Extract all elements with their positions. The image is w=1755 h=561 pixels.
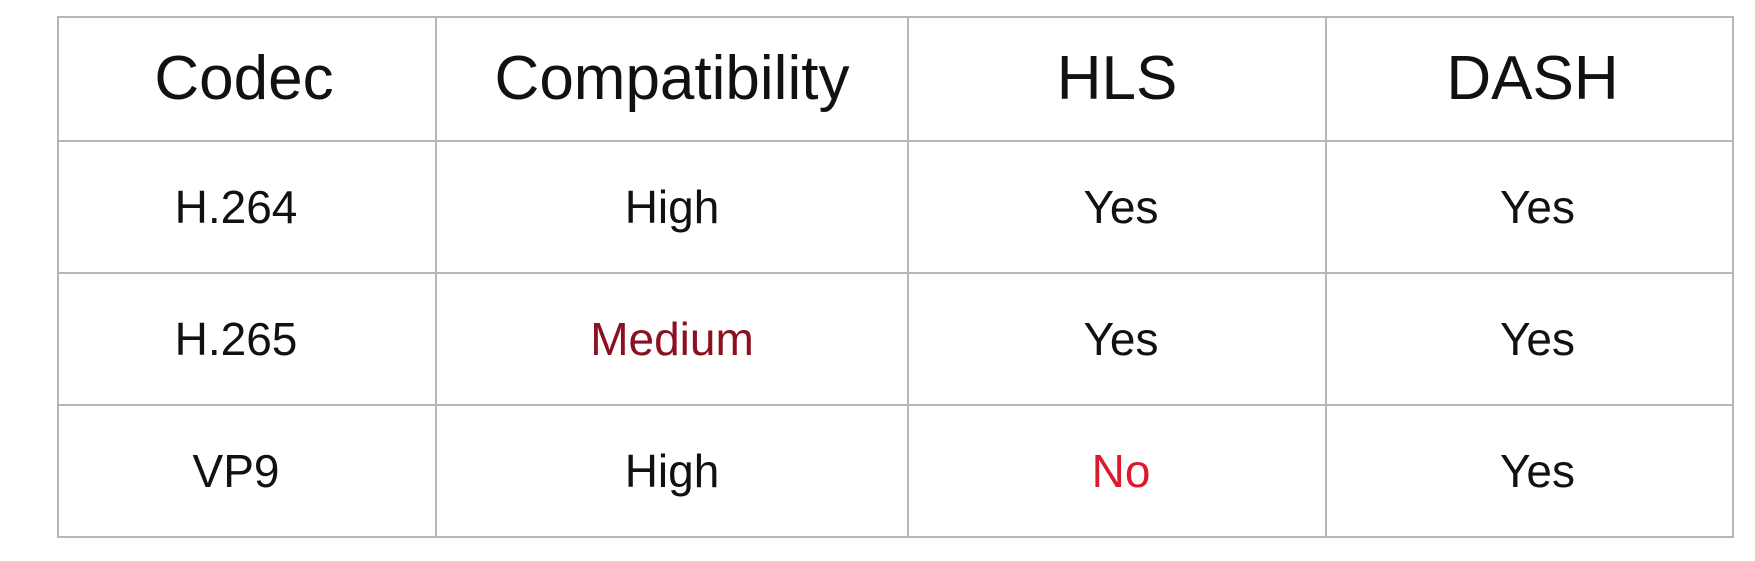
header-compatibility: Compatibility — [494, 44, 850, 113]
hls-value: Yes — [1083, 313, 1159, 365]
codec-value: H.265 — [174, 313, 298, 365]
header-cell-hls: HLS — [907, 16, 1327, 142]
cell-hls: Yes — [907, 140, 1327, 274]
header-cell-codec: Codec — [57, 16, 437, 142]
header-cell-compatibility: Compatibility — [435, 16, 909, 142]
header-codec: Codec — [154, 44, 334, 113]
cell-hls: Yes — [907, 272, 1327, 406]
codec-value: H.264 — [174, 181, 298, 233]
codec-value: VP9 — [192, 445, 280, 497]
cell-dash: Yes — [1325, 272, 1734, 406]
header-hls: HLS — [1056, 44, 1178, 113]
table-row: H.265 Medium Yes Yes — [57, 272, 1734, 406]
cell-codec: VP9 — [57, 404, 437, 538]
cell-dash: Yes — [1325, 140, 1734, 274]
table-row: H.264 High Yes Yes — [57, 140, 1734, 274]
header-dash: DASH — [1446, 44, 1619, 113]
compatibility-value: High — [624, 181, 720, 233]
cell-codec: H.265 — [57, 272, 437, 406]
table-row: VP9 High No Yes — [57, 404, 1734, 538]
compatibility-value: High — [624, 445, 720, 497]
cell-codec: H.264 — [57, 140, 437, 274]
cell-compatibility: High — [435, 404, 909, 538]
cell-hls: No — [907, 404, 1327, 538]
hls-value: Yes — [1083, 181, 1159, 233]
table-header-row: Codec Compatibility HLS DASH — [57, 16, 1734, 142]
compatibility-value-highlighted: Medium — [590, 313, 754, 365]
header-cell-dash: DASH — [1325, 16, 1734, 142]
cell-dash: Yes — [1325, 404, 1734, 538]
dash-value: Yes — [1499, 313, 1576, 365]
hls-value-highlighted: No — [1091, 445, 1151, 497]
cell-compatibility: Medium — [435, 272, 909, 406]
codec-comparison-table: Codec Compatibility HLS DASH H.264 High … — [57, 16, 1734, 538]
cell-compatibility: High — [435, 140, 909, 274]
dash-value: Yes — [1499, 181, 1576, 233]
dash-value: Yes — [1499, 445, 1576, 497]
